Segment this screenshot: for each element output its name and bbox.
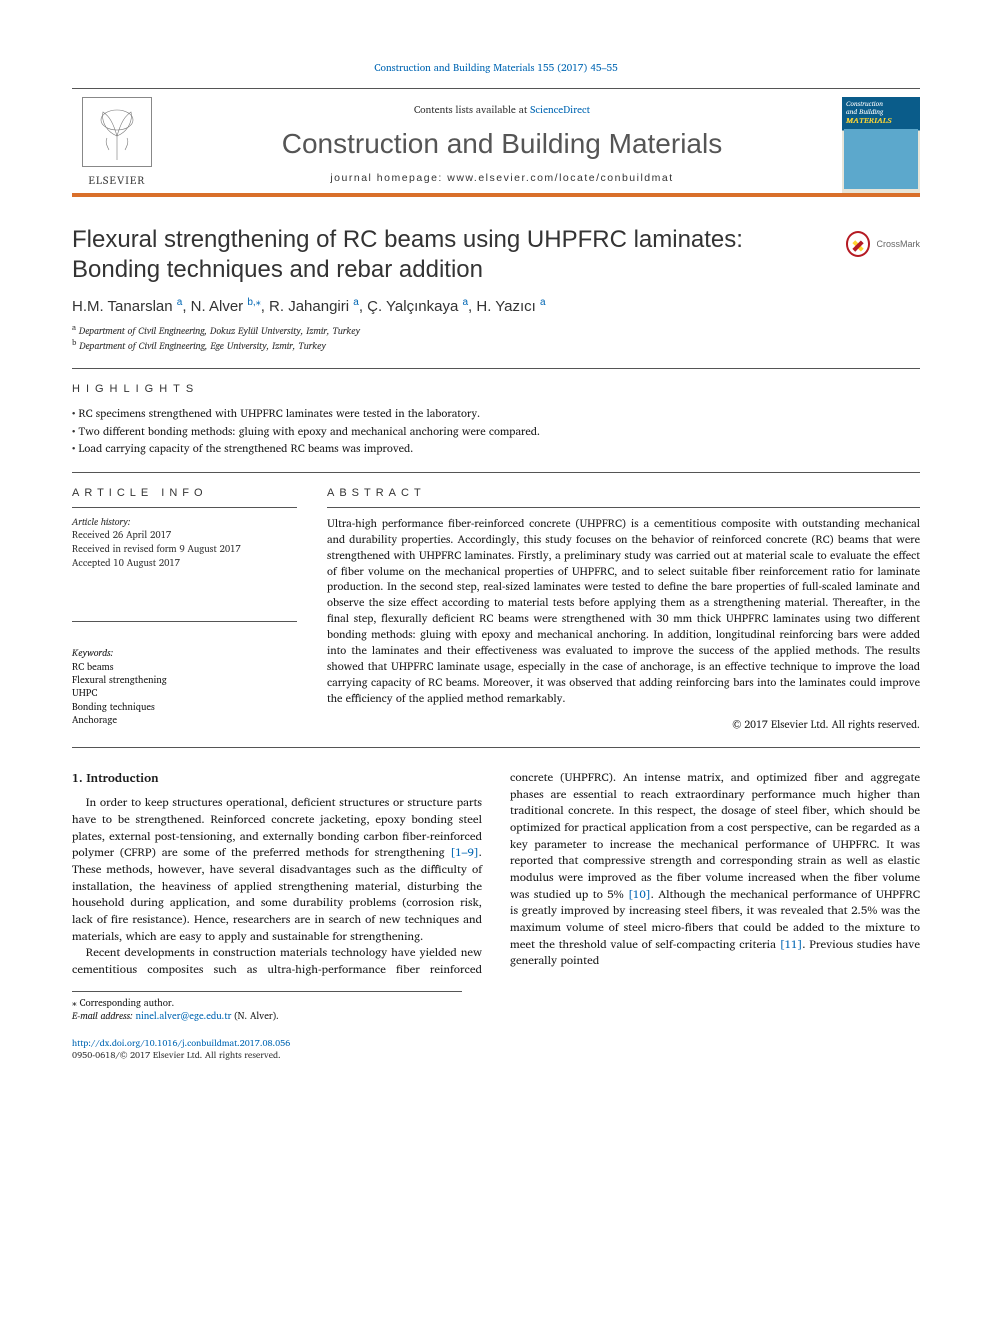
publisher-name: ELSEVIER [89, 171, 146, 189]
body-paragraph: In order to keep structures operational,… [72, 795, 482, 945]
contents-available: Contents lists available at ScienceDirec… [414, 102, 590, 118]
contents-prefix: Contents lists available at [414, 102, 530, 118]
keyword-item: UHPC [72, 687, 297, 700]
keyword-item: RC beams [72, 661, 297, 674]
abstract-copyright: © 2017 Elsevier Ltd. All rights reserved… [327, 715, 920, 733]
highlight-item: RC specimens strengthened with UHPFRC la… [72, 405, 920, 423]
crossmark-icon [846, 231, 870, 257]
issn-copyright: 0950-0618/© 2017 Elsevier Ltd. All right… [72, 1047, 281, 1062]
abstract-text: Ultra-high performance fiber-reinforced … [327, 516, 920, 707]
keyword-item: Bonding techniques [72, 701, 297, 714]
ref-link[interactable]: [11] [780, 935, 803, 954]
divider [72, 621, 297, 622]
keywords-list: RC beamsFlexural strengtheningUHPCBondin… [72, 661, 297, 727]
history-label: Article history: [72, 515, 131, 530]
corr-email-link[interactable]: ninel.alver@ege.edu.tr [136, 1009, 232, 1024]
article-info-heading: ARTICLE INFO [72, 487, 297, 499]
affiliation-b: Department of Civil Engineering, Ege Uni… [79, 340, 326, 355]
history-line: Received in revised form 9 August 2017 [72, 543, 297, 557]
article-title: Flexural strengthening of RC beams using… [72, 225, 832, 285]
cover-line3: MATERIALS [846, 116, 916, 125]
divider [72, 747, 920, 748]
keywords-label: Keywords: [72, 646, 297, 661]
sciencedirect-link[interactable]: ScienceDirect [530, 102, 590, 118]
section-heading: 1. Introduction [72, 770, 482, 787]
corr-author-note: ⁎ Corresponding author. [72, 997, 462, 1010]
email-owner: (N. Alver). [231, 1009, 279, 1024]
journal-cover-thumb[interactable]: Construction and Building MATERIALS [842, 97, 920, 193]
article-identifiers: http://dx.doi.org/10.1016/j.conbuildmat.… [72, 1037, 920, 1060]
divider [327, 507, 920, 508]
crossmark-label: CrossMark [876, 239, 920, 249]
affiliation-a: Department of Civil Engineering, Dokuz E… [79, 324, 360, 339]
elsevier-tree-icon [82, 97, 152, 167]
journal-title: Construction and Building Materials [282, 128, 722, 160]
keyword-item: Anchorage [72, 714, 297, 727]
journal-homepage: journal homepage: www.elsevier.com/locat… [330, 172, 673, 184]
history-line: Received 26 April 2017 [72, 529, 297, 543]
body-columns: 1. Introduction In order to keep structu… [72, 770, 920, 979]
highlights-heading: HIGHLIGHTS [72, 383, 920, 395]
publisher-logo[interactable]: ELSEVIER [72, 97, 162, 193]
divider [72, 368, 920, 369]
keyword-item: Flexural strengthening [72, 674, 297, 687]
highlight-item: Two different bonding methods: gluing wi… [72, 423, 920, 441]
highlights-list: RC specimens strengthened with UHPFRC la… [72, 405, 920, 458]
corresponding-footnote: ⁎ Corresponding author. E-mail address: … [72, 991, 462, 1024]
text-run: In order to keep structures operational,… [72, 793, 482, 862]
divider [72, 507, 297, 508]
author-list: H.M. Tanarslan a, N. Alver b,⁎, R. Jahan… [72, 297, 920, 315]
email-label: E-mail address: [72, 1009, 136, 1024]
running-citation: Construction and Building Materials 155 … [72, 60, 920, 76]
crossmark-badge[interactable]: CrossMark [846, 231, 920, 257]
history-line: Accepted 10 August 2017 [72, 557, 297, 571]
highlight-item: Load carrying capacity of the strengthen… [72, 440, 920, 458]
journal-masthead: ELSEVIER Contents lists available at Sci… [72, 88, 920, 197]
divider [72, 472, 920, 473]
abstract-heading: ABSTRACT [327, 487, 920, 499]
affiliations: a Department of Civil Engineering, Dokuz… [72, 323, 920, 354]
